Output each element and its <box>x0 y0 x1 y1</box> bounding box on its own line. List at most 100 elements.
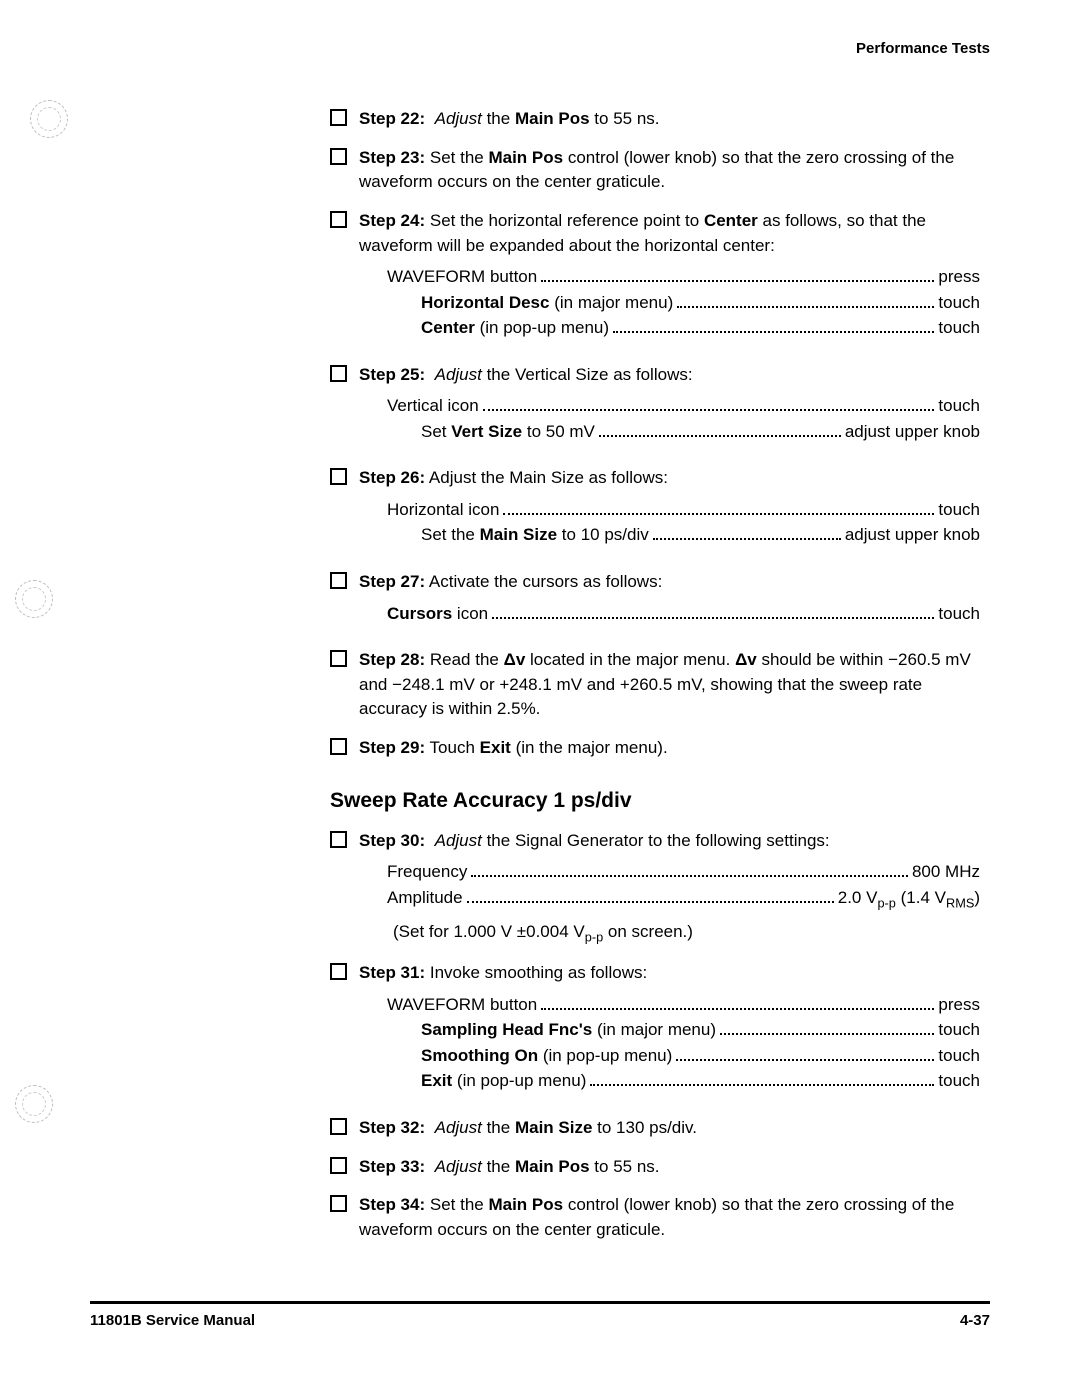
content: Step 22: Adjust the Main Pos to 55 ns. S… <box>330 107 980 1242</box>
step-30: Step 30: Adjust the Signal Generator to … <box>330 829 980 948</box>
checkbox-icon[interactable] <box>330 1195 347 1212</box>
step-label: Step 29: <box>359 738 425 757</box>
checkbox-icon[interactable] <box>330 211 347 228</box>
setting-value: adjust upper knob <box>845 522 980 548</box>
t: Adjust <box>435 1118 482 1137</box>
step-29: Step 29: Touch Exit (in the major menu). <box>330 736 980 761</box>
t: the <box>482 1157 515 1176</box>
step-text: Step 29: Touch Exit (in the major menu). <box>359 736 980 761</box>
setting-row: Cursors icontouch <box>387 601 980 627</box>
setting-value: touch <box>938 497 980 523</box>
step-label: Step 22: <box>359 109 425 128</box>
step-text: Step 23: Set the Main Pos control (lower… <box>359 146 980 195</box>
t: Set the horizontal reference point to <box>425 211 704 230</box>
step-24: Step 24: Set the horizontal reference po… <box>330 209 980 349</box>
checkbox-icon[interactable] <box>330 468 347 485</box>
step-text: Step 22: Adjust the Main Pos to 55 ns. <box>359 107 980 132</box>
step-label: Step 25: <box>359 365 425 384</box>
setting-label: WAVEFORM button <box>387 264 537 290</box>
setting-row: Exit (in pop-up menu)touch <box>387 1068 980 1094</box>
step-25: Step 25: Adjust the Vertical Size as fol… <box>330 363 980 453</box>
setting-row: WAVEFORM button press <box>387 264 980 290</box>
step-text: Step 31: Invoke smoothing as follows: WA… <box>359 961 980 1102</box>
setting-label: Sampling Head Fnc's (in major menu) <box>421 1017 716 1043</box>
setting-value: touch <box>938 601 980 627</box>
leader-dots <box>599 423 841 437</box>
step-label: Step 33: <box>359 1157 425 1176</box>
step-26: Step 26: Adjust the Main Size as follows… <box>330 466 980 556</box>
checkbox-icon[interactable] <box>330 148 347 165</box>
checkbox-icon[interactable] <box>330 365 347 382</box>
checkbox-icon[interactable] <box>330 109 347 126</box>
checkbox-icon[interactable] <box>330 572 347 589</box>
step-22: Step 22: Adjust the Main Pos to 55 ns. <box>330 107 980 132</box>
step-text: Step 25: Adjust the Vertical Size as fol… <box>359 363 980 453</box>
checkbox-icon[interactable] <box>330 738 347 755</box>
leader-dots <box>541 996 934 1010</box>
setting-value: touch <box>938 315 980 341</box>
step-23: Step 23: Set the Main Pos control (lower… <box>330 146 980 195</box>
step-32: Step 32: Adjust the Main Size to 130 ps/… <box>330 1116 980 1141</box>
setting-row: Sampling Head Fnc's (in major menu) touch <box>387 1017 980 1043</box>
step-label: Step 32: <box>359 1118 425 1137</box>
settings-block: Horizontal icontouchSet the Main Size to… <box>387 497 980 548</box>
t: the <box>482 109 515 128</box>
t: Read the <box>425 650 503 669</box>
setting-value: touch <box>938 1017 980 1043</box>
setting-value: press <box>938 264 980 290</box>
t: the Vertical Size as follows: <box>482 365 693 384</box>
footer-left: 11801B Service Manual <box>90 1312 255 1329</box>
t: Δv <box>735 650 757 669</box>
t: Touch <box>425 738 480 757</box>
settings-block: Vertical icon touch Set Vert Size to 50 mV… <box>387 393 980 444</box>
step-label: Step 28: <box>359 650 425 669</box>
checkbox-icon[interactable] <box>330 831 347 848</box>
setting-value: adjust upper knob <box>845 419 980 445</box>
leader-dots <box>471 864 908 878</box>
checkbox-icon[interactable] <box>330 650 347 667</box>
step-label: Step 27: <box>359 572 425 591</box>
checkbox-icon[interactable] <box>330 1157 347 1174</box>
setting-value: 800 MHz <box>912 859 980 885</box>
setting-label: Amplitude <box>387 885 463 911</box>
setting-row: WAVEFORM buttonpress <box>387 992 980 1018</box>
setting-row: Set the Main Size to 10 ps/divadjust upp… <box>387 522 980 548</box>
leader-dots <box>503 501 934 515</box>
settings-block: WAVEFORM buttonpressSampling Head Fnc's … <box>387 992 980 1094</box>
setting-label: Vertical icon <box>387 393 479 419</box>
step-28: Step 28: Read the Δv located in the majo… <box>330 648 980 722</box>
setting-row: Center (in pop-up menu)touch <box>387 315 980 341</box>
leader-dots <box>653 527 841 541</box>
t: located in the major menu. <box>525 650 735 669</box>
setting-row: Frequency 800 MHz <box>387 859 980 885</box>
setting-value: touch <box>938 1043 980 1069</box>
step-31: Step 31: Invoke smoothing as follows: WA… <box>330 961 980 1102</box>
t: Invoke smoothing as follows: <box>425 963 647 982</box>
setting-row: Smoothing On (in pop-up menu)touch <box>387 1043 980 1069</box>
t: Activate the cursors as follows: <box>425 572 662 591</box>
checkbox-icon[interactable] <box>330 963 347 980</box>
step-27: Step 27: Activate the cursors as follows… <box>330 570 980 634</box>
settings-block: Cursors icontouch <box>387 601 980 627</box>
leader-dots <box>467 889 834 903</box>
setting-row: Horizontal Desc (in major menu)touch <box>387 290 980 316</box>
t: Main Pos <box>515 1157 590 1176</box>
leader-dots <box>676 1047 934 1061</box>
t: Adjust <box>435 1157 482 1176</box>
t: Exit <box>480 738 511 757</box>
header-section: Performance Tests <box>90 40 990 57</box>
leader-dots <box>590 1073 934 1087</box>
step-label: Step 34: <box>359 1195 425 1214</box>
checkbox-icon[interactable] <box>330 1118 347 1135</box>
t: the <box>482 1118 515 1137</box>
setting-value: touch <box>938 393 980 419</box>
step-33: Step 33: Adjust the Main Pos to 55 ns. <box>330 1155 980 1180</box>
step-text: Step 26: Adjust the Main Size as follows… <box>359 466 980 556</box>
setting-value: 2.0 Vp-p (1.4 VRMS) <box>838 885 980 913</box>
setting-label: Frequency <box>387 859 467 885</box>
step-text: Step 33: Adjust the Main Pos to 55 ns. <box>359 1155 980 1180</box>
t: to 55 ns. <box>590 1157 660 1176</box>
setting-label: Set Vert Size to 50 mV <box>421 419 595 445</box>
step-text: Step 27: Activate the cursors as follows… <box>359 570 980 634</box>
setting-label: Horizontal Desc (in major menu) <box>421 290 673 316</box>
